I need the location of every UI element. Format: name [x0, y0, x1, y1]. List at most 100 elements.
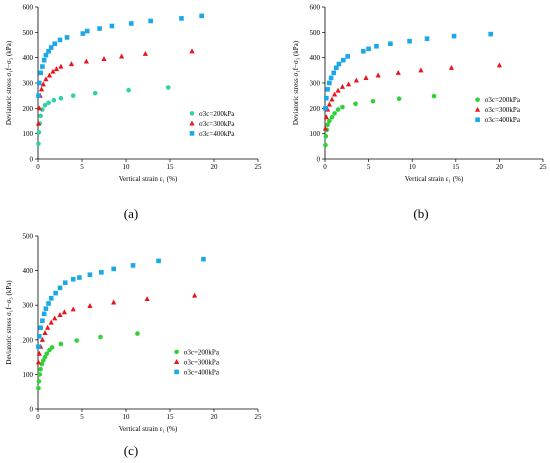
series-3: [36, 256, 206, 350]
data-point: [49, 345, 55, 350]
data-point: [68, 61, 75, 67]
x-tick-label: 20: [211, 163, 219, 171]
x-tick-label: 5: [80, 163, 84, 171]
panel-label: (a): [124, 206, 138, 221]
data-point: [58, 63, 64, 69]
legend: σ3c=200kPa σ3c=300kPa σ3c=400kPa: [189, 110, 235, 138]
data-point: [361, 49, 366, 54]
data-point: [324, 95, 329, 101]
data-point: [35, 120, 42, 126]
data-point: [70, 306, 76, 312]
data-point: [448, 64, 455, 70]
x-tick-label: 10: [123, 413, 131, 421]
data-point: [374, 43, 379, 49]
x-axis-title: Vertical strain ε₁ (%): [119, 175, 178, 183]
y-axis-title: Deviatoric stress σ₁f−σ₃ (kPa): [5, 40, 13, 125]
data-point: [37, 334, 42, 339]
y-tick-label: 200: [23, 105, 34, 113]
y-tick-label: 100: [23, 130, 34, 138]
data-point: [42, 102, 48, 108]
y-tick-label: 300: [23, 302, 34, 310]
data-point: [144, 296, 150, 302]
data-point: [38, 325, 43, 330]
x-tick-label: 0: [36, 163, 40, 171]
data-point: [53, 66, 60, 72]
data-point: [40, 64, 45, 69]
data-point: [52, 315, 58, 321]
y-tick-label: 100: [310, 130, 321, 138]
data-point: [326, 101, 332, 107]
x-tick-label: 15: [167, 413, 175, 421]
data-point: [46, 100, 51, 106]
data-point: [40, 107, 45, 112]
y-tick-label: 0: [30, 156, 34, 164]
legend-marker: [174, 369, 179, 375]
data-point: [335, 87, 341, 93]
panel-label: (b): [413, 206, 428, 221]
data-point: [57, 285, 63, 291]
data-point: [44, 351, 50, 356]
legend-label: σ3c=400kPa: [485, 116, 521, 124]
data-point: [126, 87, 131, 93]
data-point: [38, 366, 43, 372]
y-tick-label: 0: [317, 156, 321, 164]
data-point: [334, 65, 339, 71]
legend-label: σ3c=400kPa: [184, 368, 220, 376]
data-point: [43, 52, 49, 58]
data-point: [135, 331, 140, 336]
data-point: [36, 93, 41, 98]
data-point: [41, 311, 47, 317]
data-point: [70, 276, 76, 282]
data-point: [156, 258, 161, 264]
data-point: [119, 53, 125, 59]
data-point: [179, 16, 184, 21]
x-axis-title: Vertical strain ε₁ (%): [119, 425, 178, 433]
data-point: [98, 334, 103, 340]
data-point: [323, 133, 329, 139]
data-point: [46, 301, 51, 306]
data-point: [325, 122, 330, 128]
data-point: [332, 111, 337, 116]
data-point: [353, 101, 358, 107]
legend-label: σ3c=400kPa: [199, 130, 235, 138]
legend-marker: [174, 359, 180, 364]
data-point: [323, 142, 328, 148]
data-point: [70, 93, 76, 98]
data-point: [322, 125, 329, 131]
data-point: [37, 372, 43, 377]
data-point: [130, 263, 136, 268]
legend-marker: [475, 97, 480, 103]
data-point: [192, 292, 198, 298]
x-tick-label: 20: [211, 413, 219, 421]
data-point: [366, 46, 371, 52]
data-point: [111, 266, 116, 272]
data-point: [64, 35, 70, 40]
data-point: [325, 87, 330, 92]
data-point: [363, 75, 369, 81]
x-tick-label: 15: [452, 163, 460, 171]
data-point: [40, 81, 46, 87]
data-point: [336, 61, 342, 67]
data-point: [418, 67, 424, 73]
data-point: [36, 379, 42, 384]
series-2: [35, 48, 195, 126]
data-point: [43, 76, 49, 82]
legend-label: σ3c=200kPa: [199, 110, 235, 118]
data-point: [84, 28, 90, 34]
data-point: [353, 77, 359, 83]
data-point: [38, 113, 43, 119]
data-point: [148, 18, 153, 24]
y-axis-title: Deviatoric stress σ₁f−σ₃ (kPa): [5, 280, 13, 365]
data-point: [58, 95, 64, 101]
series-1: [36, 331, 140, 391]
y-tick-label: 400: [23, 54, 34, 62]
x-tick-label: 5: [367, 163, 371, 171]
data-point: [45, 324, 51, 330]
y-tick-label: 300: [23, 80, 34, 88]
y-tick-label: 600: [23, 4, 34, 12]
data-point: [201, 256, 206, 262]
data-point: [46, 72, 53, 78]
data-point: [345, 54, 350, 59]
data-point: [48, 295, 54, 301]
data-point: [40, 318, 45, 324]
